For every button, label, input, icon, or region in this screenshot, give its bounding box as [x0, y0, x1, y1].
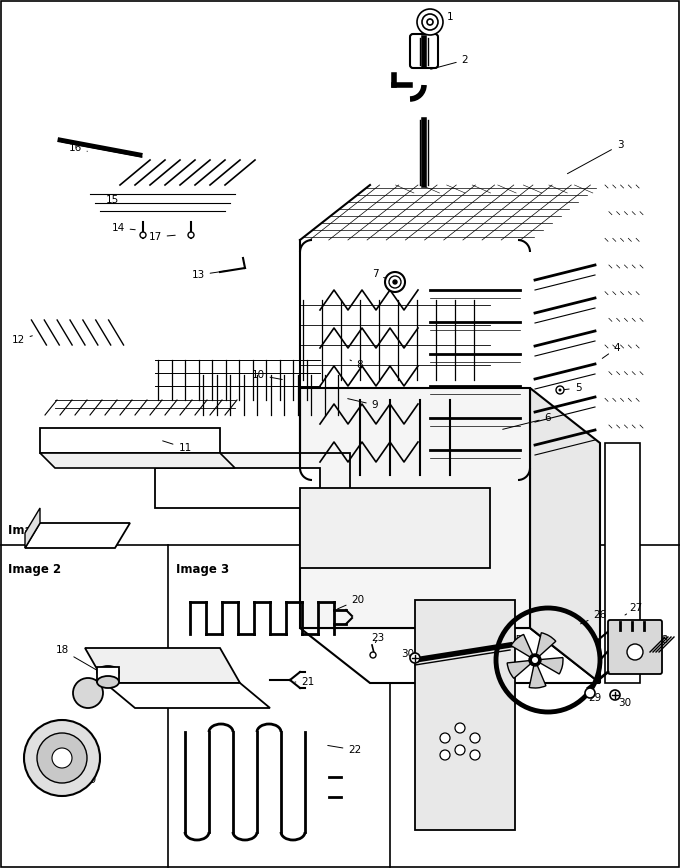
FancyBboxPatch shape: [608, 620, 662, 674]
Polygon shape: [605, 443, 640, 683]
Polygon shape: [105, 683, 270, 708]
Text: 30: 30: [615, 696, 632, 708]
Circle shape: [627, 644, 643, 660]
Polygon shape: [200, 453, 350, 493]
Ellipse shape: [97, 676, 119, 688]
Circle shape: [470, 750, 480, 760]
Text: 13: 13: [191, 270, 229, 280]
Text: 11: 11: [163, 441, 192, 453]
Circle shape: [610, 690, 620, 700]
Text: 21: 21: [295, 677, 315, 687]
Text: 1: 1: [439, 12, 454, 22]
Ellipse shape: [97, 666, 119, 678]
Text: 22: 22: [328, 745, 362, 755]
Text: 17: 17: [148, 232, 175, 242]
Circle shape: [585, 688, 595, 698]
Circle shape: [440, 733, 450, 743]
Polygon shape: [85, 648, 240, 683]
Bar: [97, 667, 119, 682]
Circle shape: [558, 389, 562, 391]
Circle shape: [529, 654, 541, 666]
Text: 9: 9: [347, 398, 378, 410]
Text: 15: 15: [105, 195, 118, 205]
Bar: [415, 600, 515, 830]
Wedge shape: [511, 635, 535, 660]
Text: 4: 4: [602, 343, 620, 358]
Text: 6: 6: [503, 413, 551, 430]
FancyBboxPatch shape: [410, 34, 438, 68]
Wedge shape: [535, 633, 556, 660]
Circle shape: [24, 720, 100, 796]
Circle shape: [556, 386, 564, 394]
Text: 12: 12: [12, 335, 33, 345]
Text: 18: 18: [55, 645, 98, 671]
Text: 30: 30: [401, 649, 415, 659]
Circle shape: [422, 14, 438, 30]
Polygon shape: [300, 488, 490, 568]
Polygon shape: [40, 428, 220, 453]
Text: Image 1: Image 1: [8, 524, 61, 537]
Circle shape: [370, 652, 376, 658]
Text: 3: 3: [567, 140, 624, 174]
Circle shape: [385, 272, 405, 292]
Text: Image 4: Image 4: [398, 563, 452, 576]
Text: 7: 7: [372, 269, 388, 279]
Text: 10: 10: [252, 370, 282, 380]
Text: 14: 14: [112, 223, 135, 233]
Circle shape: [389, 276, 401, 288]
Text: 8: 8: [350, 360, 363, 370]
Circle shape: [455, 723, 465, 733]
Text: 25: 25: [509, 635, 525, 648]
Circle shape: [140, 232, 146, 238]
Circle shape: [37, 733, 87, 783]
Circle shape: [417, 9, 443, 35]
Circle shape: [470, 733, 480, 743]
Circle shape: [52, 748, 72, 768]
Circle shape: [532, 657, 538, 663]
Text: 26: 26: [581, 610, 607, 624]
Text: 27: 27: [625, 603, 643, 615]
Wedge shape: [535, 658, 563, 674]
Circle shape: [440, 750, 450, 760]
Polygon shape: [300, 628, 600, 683]
Polygon shape: [530, 388, 600, 683]
Text: 31: 31: [441, 643, 455, 653]
Polygon shape: [300, 388, 530, 628]
Circle shape: [393, 280, 397, 284]
Polygon shape: [155, 468, 320, 508]
Text: 5: 5: [564, 383, 581, 393]
Polygon shape: [40, 453, 235, 468]
Circle shape: [427, 19, 433, 25]
Wedge shape: [507, 660, 535, 679]
Polygon shape: [25, 508, 40, 548]
Text: 2: 2: [430, 55, 469, 69]
Text: 19: 19: [70, 764, 97, 785]
Text: 16: 16: [69, 143, 87, 153]
Text: 23: 23: [371, 633, 385, 643]
Text: 29: 29: [588, 690, 602, 703]
Text: 24: 24: [473, 663, 492, 673]
Text: 28: 28: [648, 635, 668, 645]
Polygon shape: [25, 523, 130, 548]
Wedge shape: [529, 660, 546, 688]
Circle shape: [455, 745, 465, 755]
Text: Image 3: Image 3: [176, 563, 229, 576]
Text: Image 2: Image 2: [8, 563, 61, 576]
Circle shape: [188, 232, 194, 238]
Text: 20: 20: [337, 595, 364, 608]
Circle shape: [73, 678, 103, 708]
Circle shape: [410, 653, 420, 663]
